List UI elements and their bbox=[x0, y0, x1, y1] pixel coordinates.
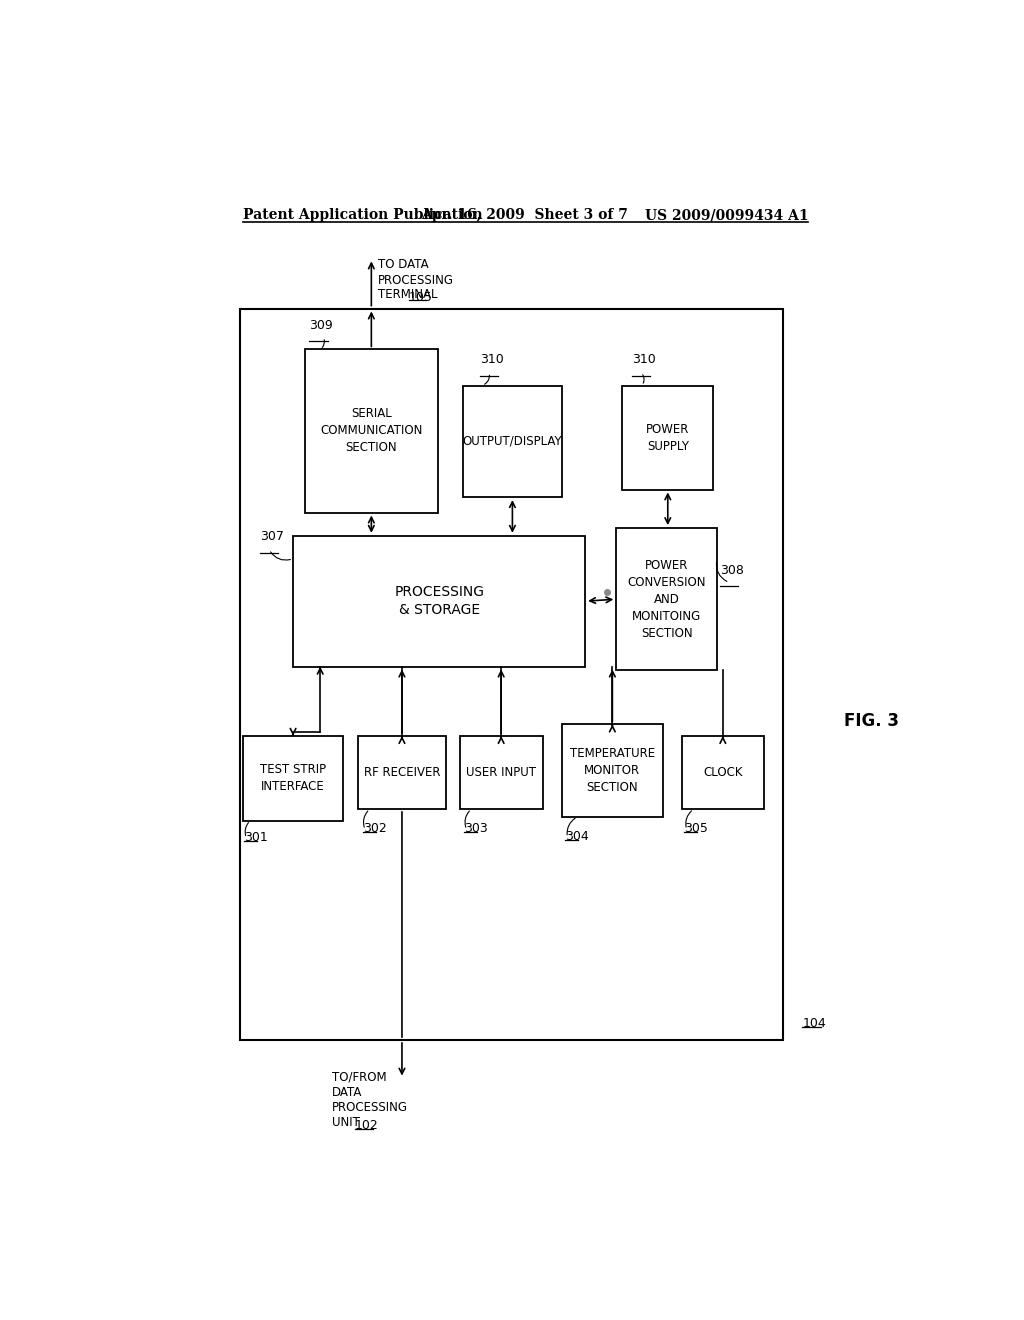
Bar bbox=[623, 385, 713, 490]
Bar bbox=[305, 350, 438, 512]
Text: Patent Application Publication: Patent Application Publication bbox=[243, 209, 482, 223]
Bar bbox=[463, 385, 562, 498]
Text: SERIAL
COMMUNICATION
SECTION: SERIAL COMMUNICATION SECTION bbox=[321, 408, 423, 454]
Text: FIG. 3: FIG. 3 bbox=[845, 711, 899, 730]
Bar bbox=[293, 536, 586, 667]
Bar bbox=[460, 737, 543, 809]
Text: TO/FROM
DATA
PROCESSING
UNIT: TO/FROM DATA PROCESSING UNIT bbox=[332, 1071, 408, 1129]
Bar bbox=[358, 737, 445, 809]
Text: 104: 104 bbox=[802, 1016, 826, 1030]
Text: 105: 105 bbox=[409, 290, 432, 304]
Text: POWER
SUPPLY: POWER SUPPLY bbox=[646, 422, 689, 453]
Bar bbox=[562, 725, 663, 817]
Text: 309: 309 bbox=[309, 318, 333, 331]
Text: 310: 310 bbox=[480, 354, 504, 367]
Text: 303: 303 bbox=[464, 822, 488, 836]
Bar bbox=[682, 737, 764, 809]
Text: POWER
CONVERSION
AND
MONITOING
SECTION: POWER CONVERSION AND MONITOING SECTION bbox=[628, 558, 706, 640]
Text: TO DATA
PROCESSING
TERMINAL: TO DATA PROCESSING TERMINAL bbox=[378, 259, 454, 301]
Text: RF RECEIVER: RF RECEIVER bbox=[364, 766, 440, 779]
Text: TEMPERATURE
MONITOR
SECTION: TEMPERATURE MONITOR SECTION bbox=[569, 747, 655, 795]
Text: 302: 302 bbox=[362, 822, 387, 836]
Text: TEST STRIP
INTERFACE: TEST STRIP INTERFACE bbox=[260, 763, 326, 793]
Text: OUTPUT/DISPLAY: OUTPUT/DISPLAY bbox=[463, 434, 562, 447]
Bar bbox=[243, 737, 343, 821]
Text: US 2009/0099434 A1: US 2009/0099434 A1 bbox=[645, 209, 809, 223]
Text: PROCESSING
& STORAGE: PROCESSING & STORAGE bbox=[394, 585, 484, 618]
Text: USER INPUT: USER INPUT bbox=[466, 766, 537, 779]
Bar bbox=[616, 528, 717, 671]
Text: 305: 305 bbox=[684, 822, 709, 836]
Text: 301: 301 bbox=[245, 830, 268, 843]
Text: 308: 308 bbox=[720, 564, 744, 577]
Text: 304: 304 bbox=[565, 830, 589, 843]
Text: CLOCK: CLOCK bbox=[703, 766, 742, 779]
Text: Apr. 16, 2009  Sheet 3 of 7: Apr. 16, 2009 Sheet 3 of 7 bbox=[421, 209, 629, 223]
Text: 102: 102 bbox=[355, 1119, 379, 1133]
Bar bbox=[241, 309, 783, 1040]
Text: 307: 307 bbox=[260, 531, 284, 544]
Text: 310: 310 bbox=[632, 354, 655, 367]
